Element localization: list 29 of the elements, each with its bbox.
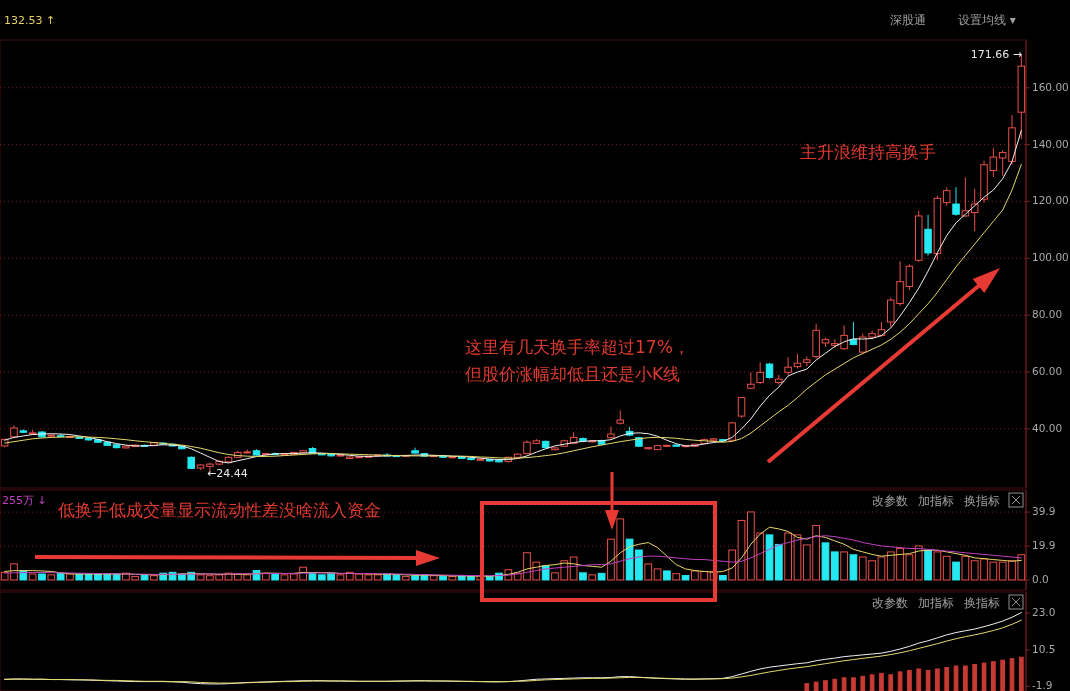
annotation: 加指标: [918, 494, 954, 508]
y-tick-label: 60.00: [1032, 365, 1063, 378]
annotation: 换指标: [964, 596, 1000, 610]
annotation: 加指标: [918, 596, 954, 610]
y-tick-label: 39.9: [1032, 505, 1056, 518]
text: 深股通: [890, 13, 926, 27]
annotation: 这里有几天换手率超过17%，: [465, 337, 690, 357]
annotation: 255万 ↓: [2, 494, 47, 507]
y-tick-label: 0.0: [1032, 572, 1049, 585]
annotation: 主升浪维持高换手: [800, 142, 936, 162]
y-tick-label: 19.9: [1032, 539, 1056, 552]
annotation: 低换手低成交量显示流动性差没啥流入资金: [58, 500, 381, 520]
y-tick-label: 80.00: [1032, 308, 1063, 321]
annotation: 改参数: [872, 596, 908, 610]
y-tick-label: 120.00: [1032, 194, 1069, 207]
y-tick-label: -1.9: [1032, 679, 1053, 691]
text: 132.53 ↑: [4, 14, 56, 27]
annotation: ←24.44: [207, 467, 248, 480]
annotation: 换指标: [964, 494, 1000, 508]
y-tick-label: 100.00: [1032, 251, 1069, 264]
annotation: 171.66 →: [970, 48, 1022, 61]
y-tick-label: 23.0: [1032, 606, 1056, 619]
y-tick-label: 40.00: [1032, 421, 1063, 434]
annotation: 但股价涨幅却低且还是小K线: [465, 364, 681, 384]
text: 设置均线 ▾: [958, 13, 1016, 27]
y-tick-label: 160.00: [1032, 80, 1069, 93]
y-tick-label: 10.5: [1032, 642, 1056, 655]
y-tick-label: 140.00: [1032, 137, 1069, 150]
annotation: 改参数: [872, 494, 908, 508]
